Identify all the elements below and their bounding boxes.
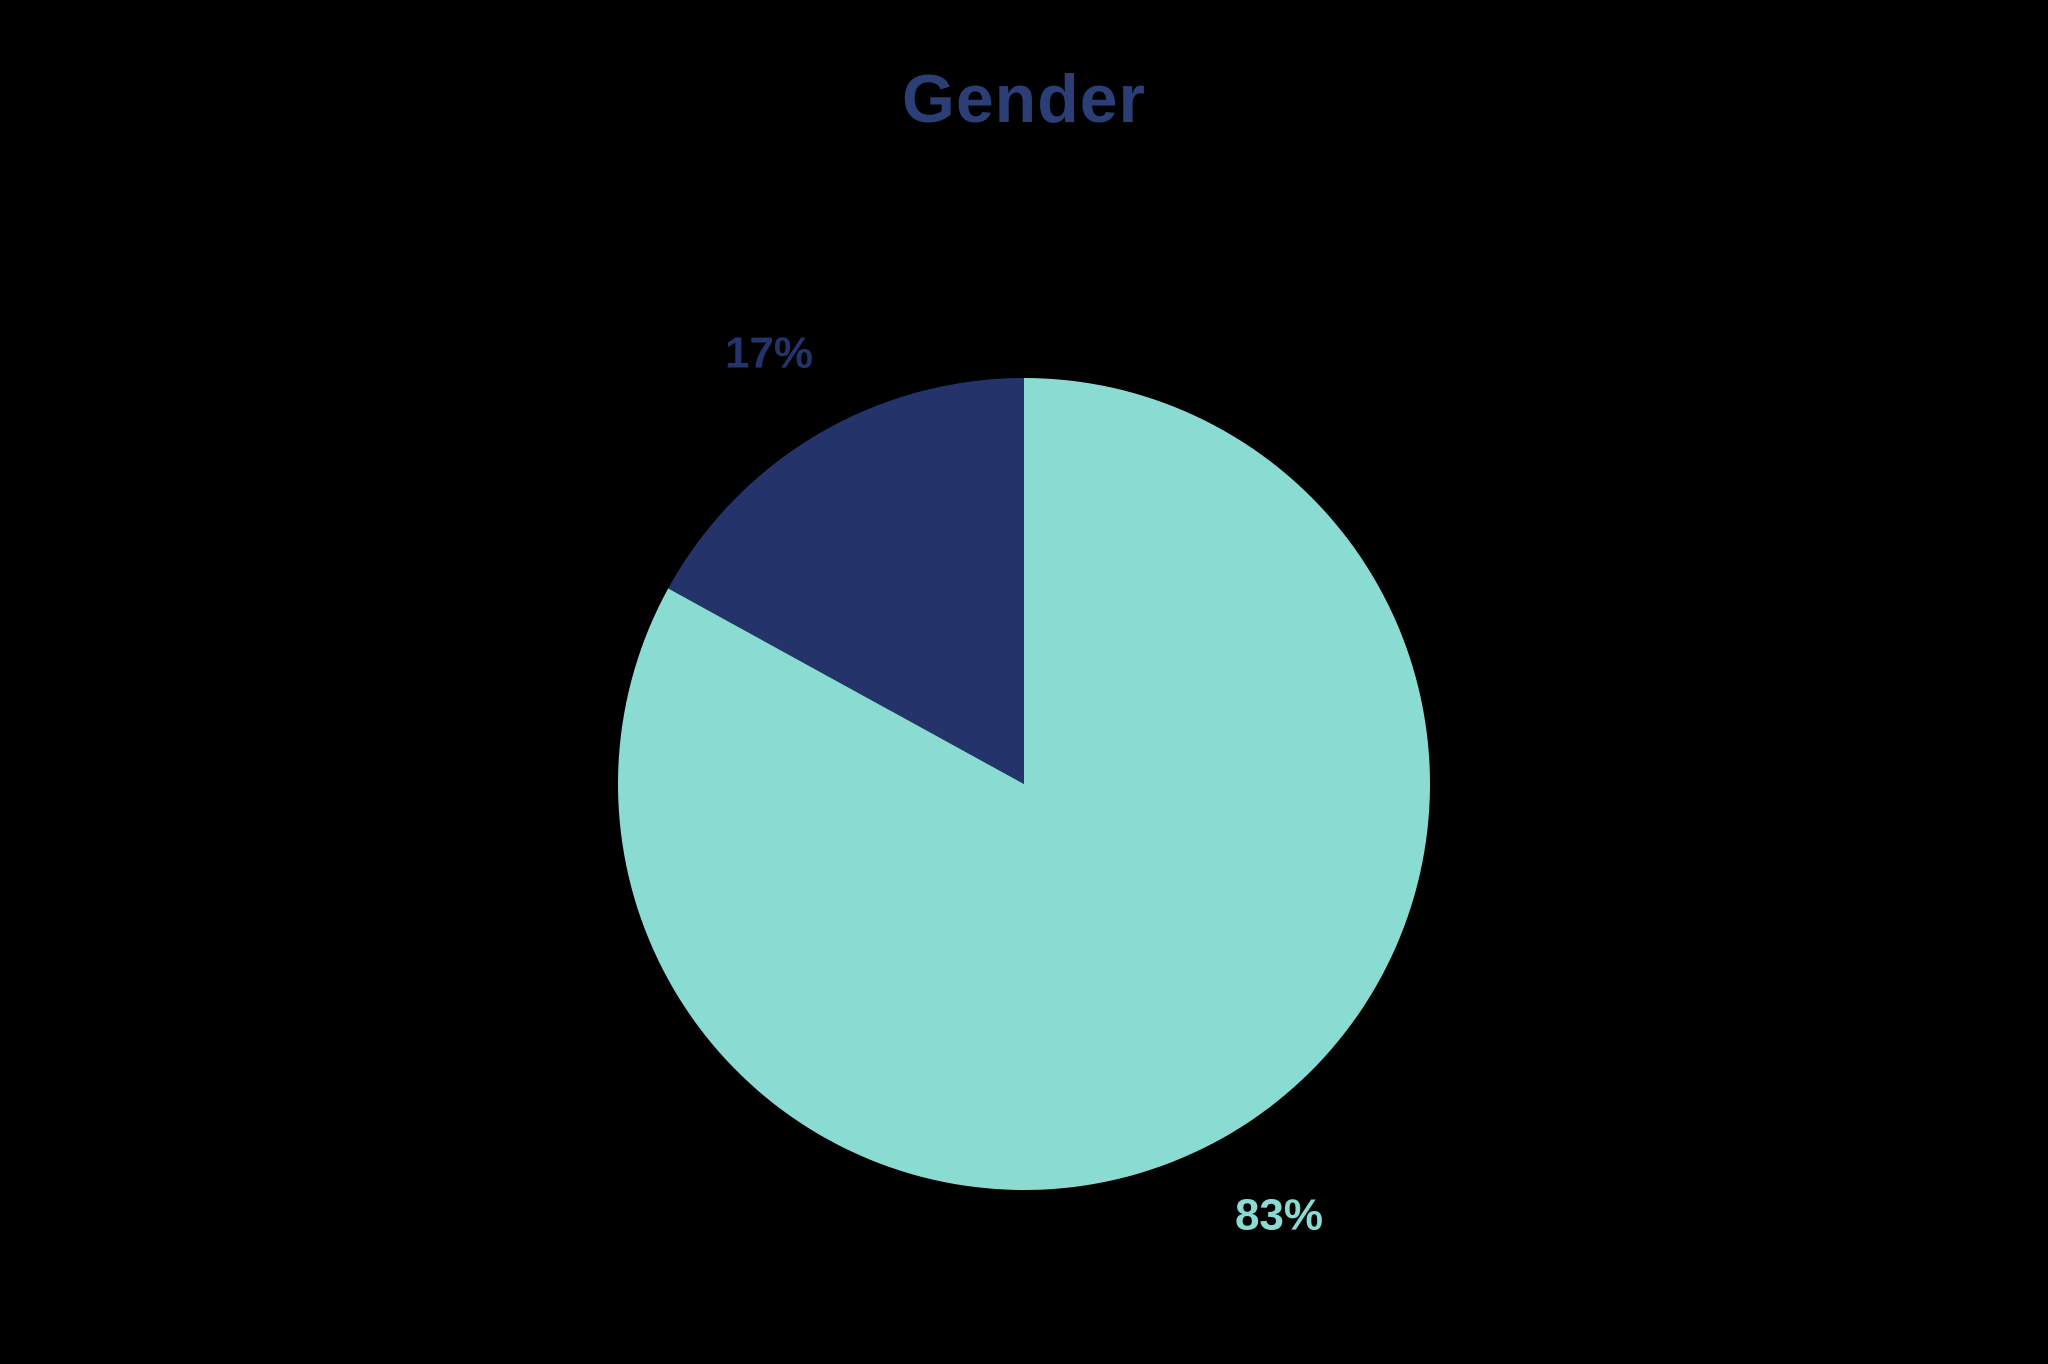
chart-title: Gender <box>901 61 1147 137</box>
slice-label-83pct: 83% <box>1235 1191 1323 1240</box>
pie-slice-83pct[interactable] <box>618 378 1431 1190</box>
slice-label-17pct: 17% <box>725 328 813 377</box>
pie-slice-17pct[interactable] <box>668 378 1024 784</box>
